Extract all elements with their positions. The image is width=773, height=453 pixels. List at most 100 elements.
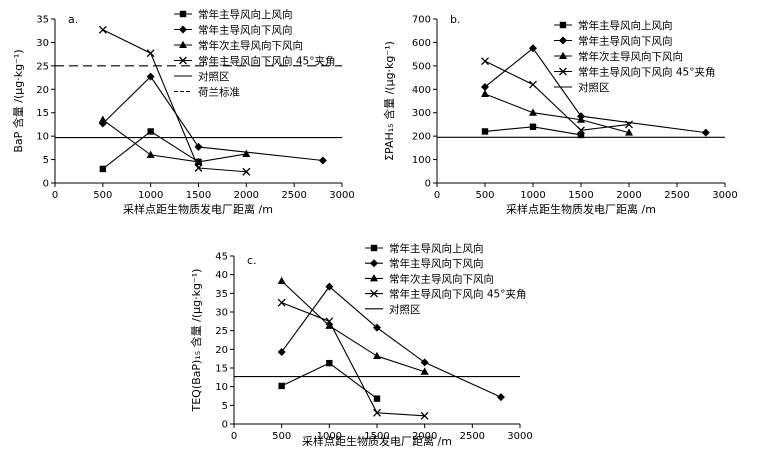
series-line-4: [281, 302, 425, 417]
y-tick-label: 0: [222, 420, 228, 431]
legend-marker: [179, 25, 187, 34]
y-tick-label: 500: [412, 61, 431, 72]
legend-marker: [179, 40, 187, 48]
x-tick-label: 500: [475, 190, 494, 201]
data-point-series-2: [146, 72, 155, 81]
data-point-series-1: [147, 128, 154, 135]
y-axis-label: ΣPAH₁₅ 含量 /(μg·kg⁻¹): [382, 41, 396, 161]
legend-entry-4: 常年主导风向下风向 45°夹角: [389, 288, 526, 301]
y-tick-label: 600: [412, 38, 431, 49]
y-tick-label: 40: [215, 270, 228, 281]
legend-marker: [370, 244, 378, 252]
x-tick-label: 2000: [616, 190, 641, 201]
data-point-series-4: [625, 120, 633, 129]
data-point-series-3: [625, 128, 633, 136]
legend-entry-4: 常年主导风向下风向 45°夹角: [198, 55, 335, 68]
data-point-series-1: [326, 359, 333, 367]
data-point-series-3: [325, 321, 334, 329]
data-point-series-2: [373, 323, 381, 332]
x-axis-label: 采样点距生物质发电厂距离 /m: [123, 202, 273, 216]
legend-entry-1: 常年主导风向上风向: [389, 242, 484, 255]
data-point-series-2: [481, 82, 489, 91]
x-tick-label: 1500: [568, 190, 593, 201]
x-axis-label: 采样点距生物质发电厂距离 /m: [506, 202, 656, 216]
data-point-series-2: [318, 156, 327, 165]
data-point-series-4: [529, 80, 537, 89]
series-line-1: [281, 362, 378, 400]
data-point-series-4: [325, 317, 334, 326]
x-tick-label: 500: [93, 190, 112, 201]
x-tick-label: 2000: [412, 431, 437, 442]
x-tick-label: 1000: [138, 190, 163, 201]
x-tick-label: 3000: [712, 190, 737, 201]
data-point-series-4: [194, 164, 203, 172]
y-axis-label: BaP 含量 /(μg·kg⁻¹): [11, 49, 25, 152]
legend-marker: [559, 67, 567, 76]
series-line-3: [102, 119, 247, 163]
series-line-4: [102, 29, 247, 173]
legend-marker: [370, 289, 378, 298]
x-tick-label: 0: [231, 431, 237, 442]
legend-entry-3: 常年次主导风向下风向: [389, 272, 494, 285]
legend-entry-3: 常年次主导风向下风向: [578, 50, 683, 63]
y-tick-label: 5: [222, 401, 228, 412]
y-tick-label: 0: [43, 179, 49, 190]
data-point-series-4: [98, 25, 107, 34]
y-tick-label: 20: [215, 345, 228, 356]
data-point-series-2: [496, 393, 505, 402]
y-tick-label: 5: [43, 155, 49, 166]
y-tick-label: 35: [215, 289, 228, 300]
y-tick-label: 25: [215, 326, 228, 337]
y-tick-label: 10: [36, 132, 49, 143]
legend-entry-1: 常年主导风向上风向: [198, 8, 293, 21]
series-line-3: [484, 93, 630, 134]
legend-entry-对照区: 对照区: [578, 81, 610, 94]
data-point-series-4: [242, 167, 251, 176]
x-tick-label: 2500: [460, 431, 485, 442]
y-tick-label: 30: [36, 38, 49, 49]
data-point-series-1: [577, 131, 585, 139]
chart-panel-b: 0 500 1000 1500 2000 2500 3000 0 100 200 300 400 500…: [382, 13, 738, 216]
legend-entry-对照区: 对照区: [389, 303, 421, 316]
x-tick-label: 1500: [186, 190, 211, 201]
panel-label: c.: [247, 254, 257, 267]
data-point-series-3: [277, 276, 286, 285]
legend-entry-2: 常年主导风向下风向: [578, 35, 673, 48]
y-tick-label: 0: [425, 179, 431, 190]
y-tick-label: 400: [412, 85, 431, 96]
data-point-series-3: [242, 149, 251, 157]
y-tick-label: 100: [412, 155, 431, 166]
data-point-series-3: [98, 115, 107, 123]
data-point-series-2: [701, 128, 710, 137]
y-tick-label: 20: [36, 85, 49, 96]
x-tick-label: 2500: [664, 190, 689, 201]
legend-marker: [179, 10, 187, 18]
y-tick-label: 700: [412, 15, 431, 26]
y-tick-label: 300: [412, 108, 431, 119]
y-tick-label: 25: [36, 61, 49, 72]
legend-marker: [179, 56, 187, 65]
y-tick-label: 30: [215, 308, 228, 319]
x-tick-label: 0: [52, 190, 58, 201]
legend-entry-荷兰标准: 荷兰标准: [198, 86, 240, 99]
chart-panel-a: 0 500 1000 1500 2000 2500 3000 0 5 10 15 20 25 30 35 a.…: [11, 8, 355, 216]
data-point-series-2: [529, 44, 537, 53]
data-point-series-4: [420, 411, 429, 420]
data-point-series-1: [99, 165, 107, 173]
data-point-series-3: [420, 367, 429, 375]
data-point-series-4: [277, 298, 286, 307]
data-point-series-4: [577, 126, 585, 135]
legend-marker: [559, 36, 567, 45]
x-tick-label: 1500: [364, 431, 389, 442]
legend-marker: [370, 259, 378, 268]
data-point-series-2: [420, 358, 429, 367]
x-tick-label: 2000: [234, 190, 259, 201]
x-tick-label: 1000: [520, 190, 545, 201]
data-point-series-1: [529, 123, 537, 130]
series-line-3: [281, 280, 425, 373]
legend-entry-1: 常年主导风向上风向: [578, 19, 673, 32]
legend-entry-对照区: 对照区: [198, 70, 230, 83]
data-point-series-3: [481, 89, 489, 97]
y-tick-label: 15: [215, 364, 228, 375]
